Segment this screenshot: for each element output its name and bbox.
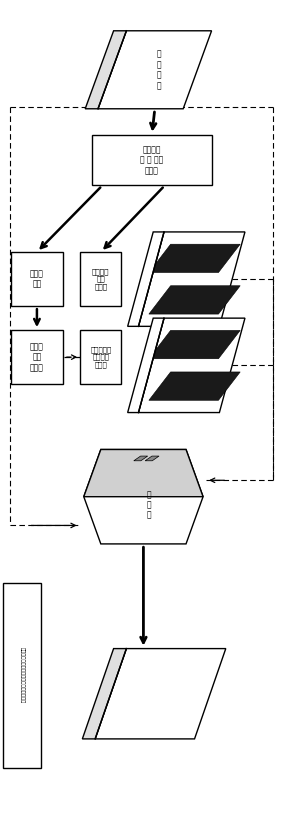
Text: 檢索器
分折
處理器: 檢索器 分折 處理器 [30,342,44,372]
Polygon shape [84,449,203,497]
Polygon shape [139,318,245,412]
Text: 多層次縮微
影像處理
圖處理: 多層次縮微 影像處理 圖處理 [90,346,111,368]
Text: 監
測
器: 監 測 器 [147,490,151,520]
Polygon shape [95,649,226,739]
Polygon shape [145,456,159,461]
Polygon shape [82,649,126,739]
Polygon shape [84,449,203,544]
Text: 檢索器
引擎: 檢索器 引擎 [30,269,44,289]
Polygon shape [128,232,164,326]
Text: 縮微影像
處理
圖處理: 縮微影像 處理 圖處理 [92,268,110,290]
Polygon shape [85,30,126,108]
Polygon shape [149,244,240,273]
Polygon shape [149,372,240,401]
Bar [92,135,212,185]
Bar [3,583,41,768]
Bar [11,252,63,305]
Text: 多層次檔案無障礙處理電子檔小細圖系統: 多層次檔案無障礙處理電子檔小細圖系統 [20,647,24,703]
Bar [80,330,122,383]
Polygon shape [139,232,245,326]
Bar [80,252,122,305]
Polygon shape [134,456,148,461]
Text: 縮微影像
一 站 工作
處理站: 縮微影像 一 站 工作 處理站 [140,145,164,175]
Polygon shape [128,318,164,412]
Bar [11,330,63,383]
Polygon shape [149,330,240,359]
Polygon shape [149,286,240,314]
Polygon shape [98,30,212,108]
Text: 由
文
庫
源: 由 文 庫 源 [157,50,161,89]
